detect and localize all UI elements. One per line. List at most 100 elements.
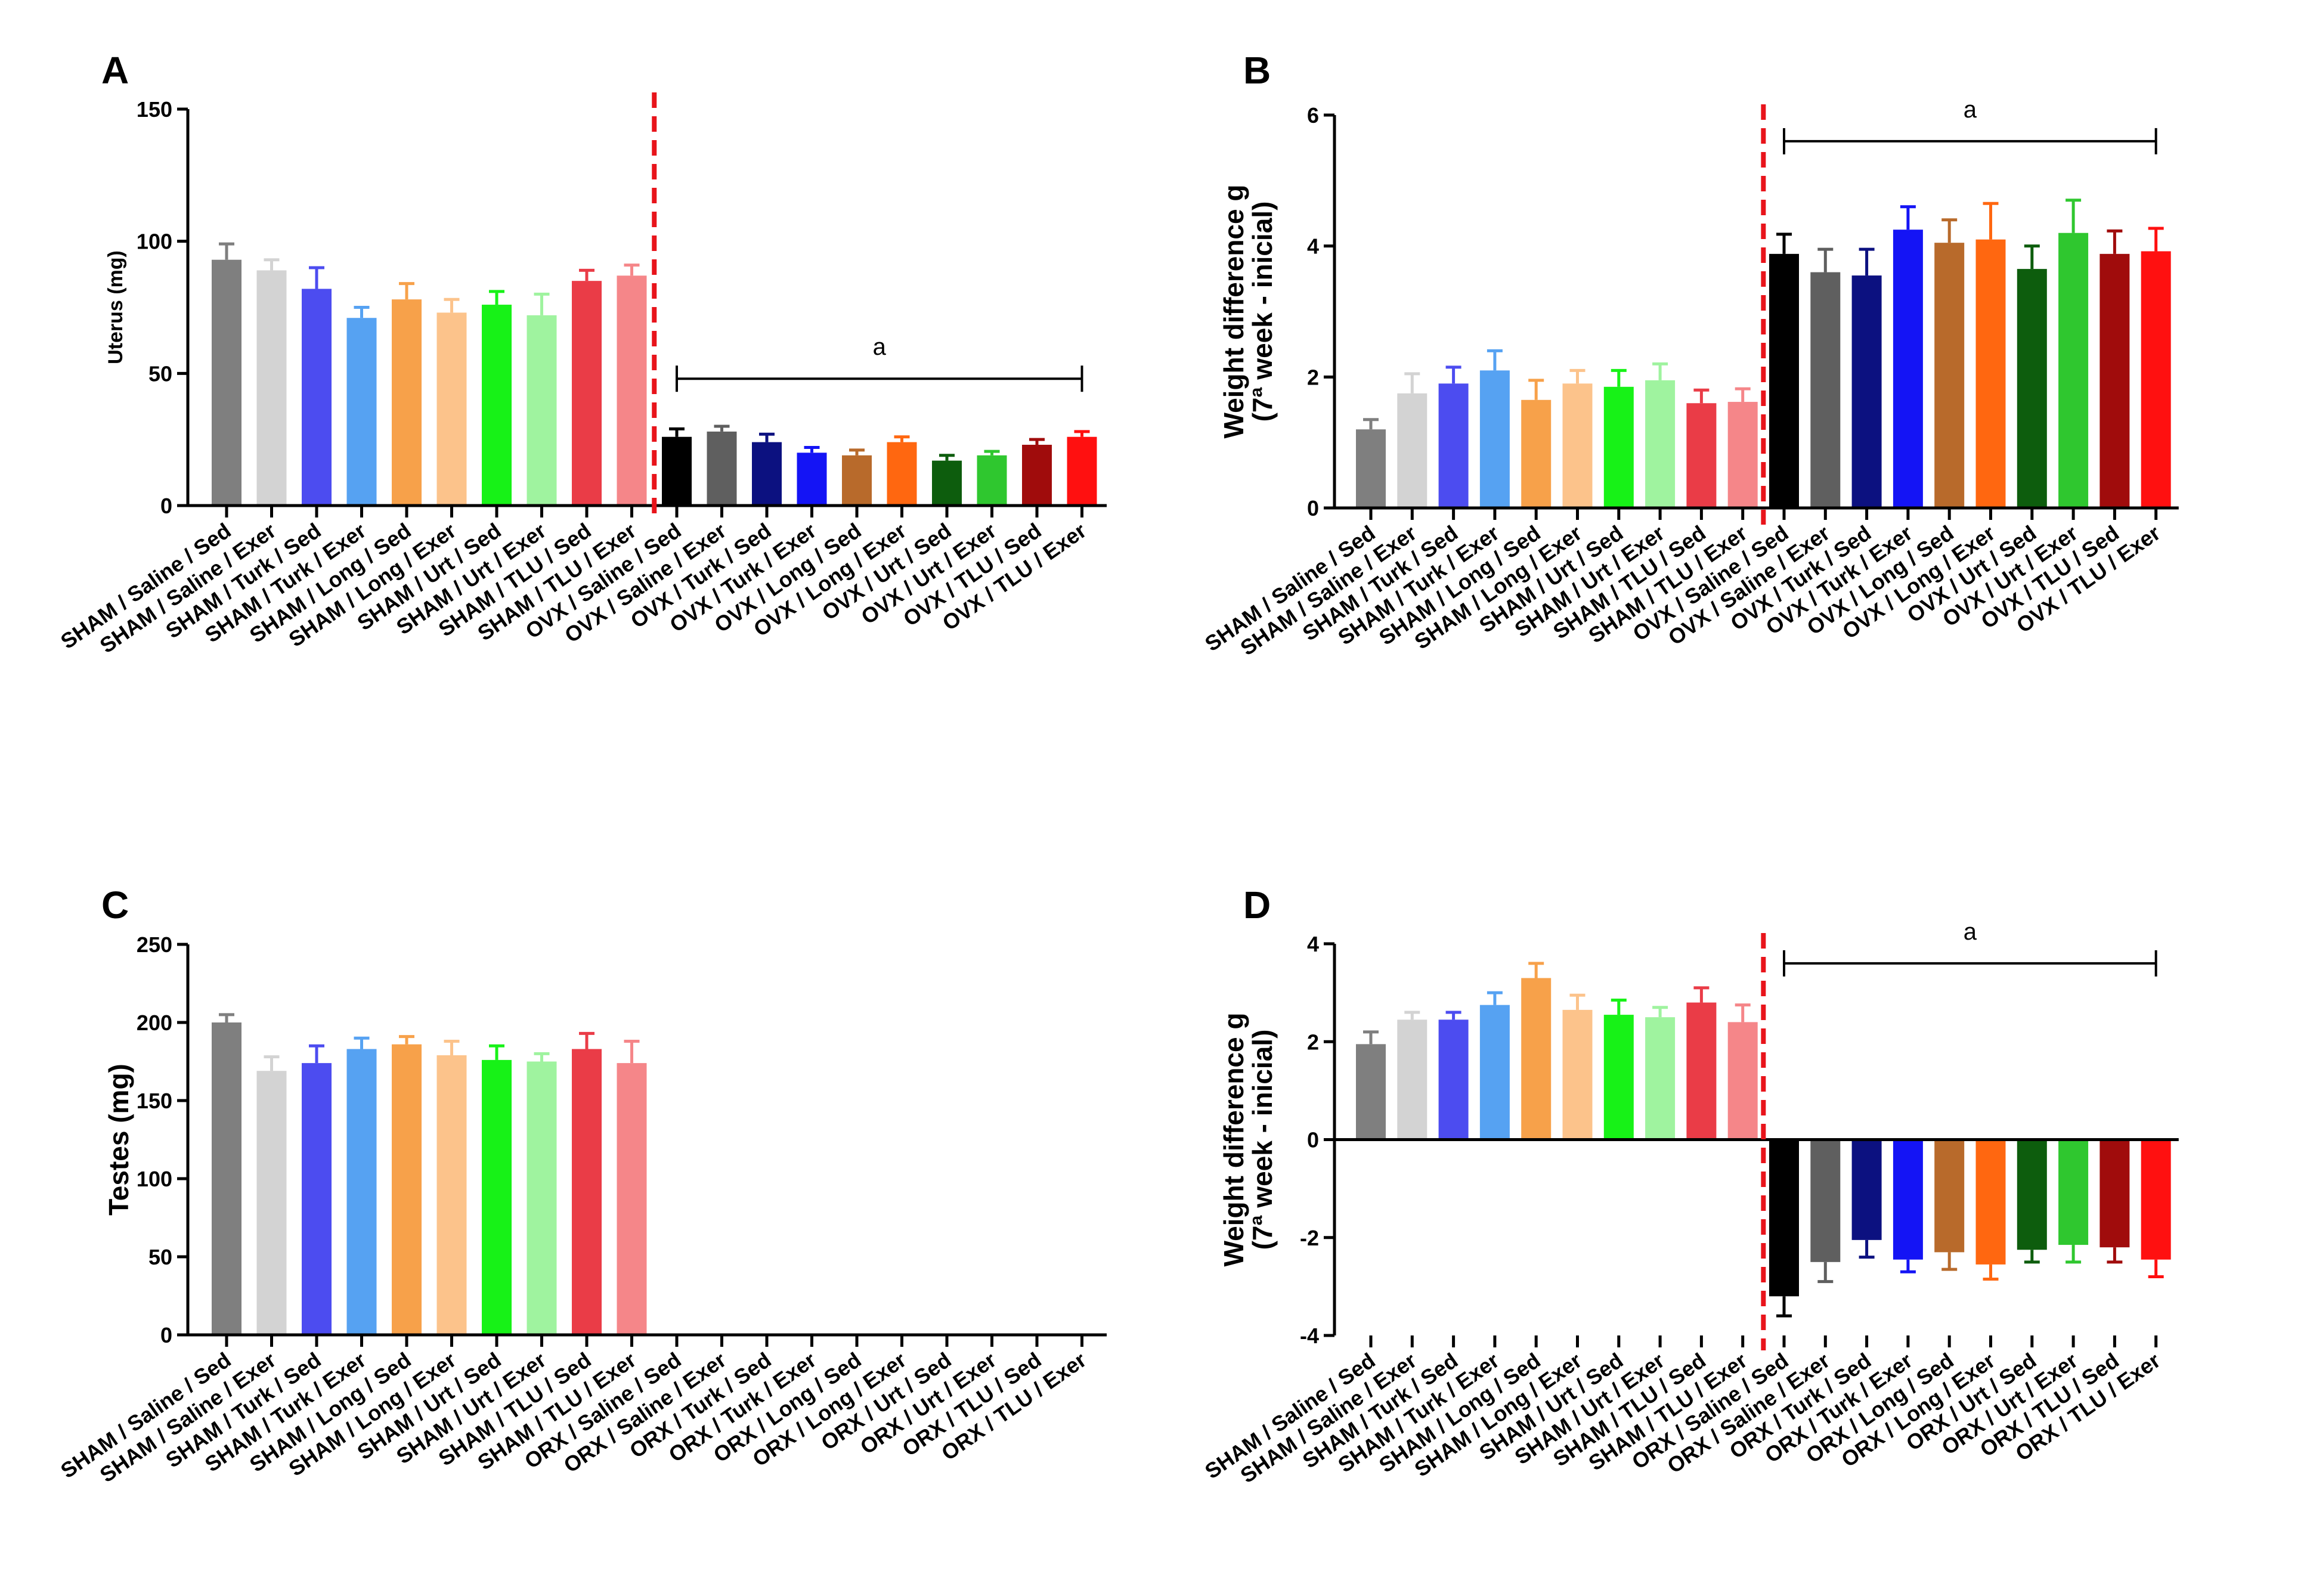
y-tick-label-B-2: 4 <box>1307 234 1319 259</box>
y-tick-label-B-3: 6 <box>1307 103 1319 128</box>
bar-A-18 <box>1022 445 1052 506</box>
bar-B-19 <box>2141 251 2171 508</box>
y-tick-label-D-3: 2 <box>1307 1030 1319 1054</box>
y-tick-label-C-2: 100 <box>137 1167 172 1191</box>
bar-A-9 <box>617 275 647 506</box>
bar-A-19 <box>1067 436 1097 506</box>
bar-C-9 <box>617 1063 647 1335</box>
bar-B-9 <box>1727 402 1758 508</box>
bar-B-10 <box>1769 253 1799 508</box>
bar-B-8 <box>1686 403 1717 508</box>
bar-B-1 <box>1397 393 1427 508</box>
bar-D-19 <box>2141 1139 2171 1260</box>
bar-A-15 <box>887 442 917 506</box>
bar-A-14 <box>842 455 872 506</box>
y-axis-subtitle-D: (7ª week - inicial) <box>1247 1030 1278 1250</box>
bar-C-2 <box>302 1063 332 1335</box>
bar-D-14 <box>1934 1139 1965 1253</box>
bar-C-4 <box>392 1044 422 1335</box>
bar-C-0 <box>212 1022 241 1335</box>
bar-D-4 <box>1521 978 1552 1140</box>
y-axis-title-B: Weight difference g <box>1218 185 1249 439</box>
y-tick-label-A-3: 150 <box>137 97 172 122</box>
y-axis-title-C: Testes (mg) <box>103 1064 134 1216</box>
bar-B-5 <box>1562 383 1593 508</box>
bar-B-2 <box>1438 383 1469 508</box>
bar-A-3 <box>346 318 377 506</box>
y-tick-label-B-0: 0 <box>1307 496 1319 520</box>
bar-D-0 <box>1356 1044 1386 1140</box>
bar-D-1 <box>1397 1019 1427 1140</box>
bar-B-7 <box>1645 380 1676 508</box>
y-tick-label-B-1: 2 <box>1307 365 1319 389</box>
bar-A-2 <box>302 289 332 506</box>
panel-letter-D: D <box>1243 884 1271 926</box>
y-tick-label-C-0: 0 <box>160 1323 172 1347</box>
y-tick-label-C-1: 50 <box>148 1245 172 1269</box>
bar-B-13 <box>1893 230 1923 508</box>
bar-A-1 <box>256 270 287 506</box>
significance-label-A: a <box>873 334 887 360</box>
y-tick-label-C-4: 200 <box>137 1011 172 1035</box>
bar-B-18 <box>2099 253 2130 508</box>
bar-A-17 <box>977 455 1007 506</box>
bar-D-15 <box>1975 1139 2006 1265</box>
bar-C-7 <box>527 1061 557 1335</box>
panel-letter-A: A <box>101 49 129 92</box>
bar-A-11 <box>707 431 737 506</box>
bar-C-1 <box>256 1071 287 1335</box>
bar-A-0 <box>212 259 241 506</box>
bar-B-12 <box>1851 275 1882 508</box>
y-tick-label-D-2: 0 <box>1307 1128 1319 1152</box>
bar-B-17 <box>2058 233 2089 508</box>
bar-C-5 <box>436 1055 467 1335</box>
y-tick-label-A-1: 50 <box>148 361 172 386</box>
bar-A-16 <box>932 460 962 506</box>
bar-B-11 <box>1810 272 1841 508</box>
bar-A-13 <box>797 453 827 506</box>
bar-D-16 <box>2017 1139 2047 1250</box>
bar-B-14 <box>1934 243 1965 508</box>
bar-D-9 <box>1727 1022 1758 1140</box>
bar-A-5 <box>436 312 467 506</box>
bar-D-12 <box>1851 1139 1882 1240</box>
bar-D-3 <box>1479 1005 1510 1140</box>
y-axis-subtitle-B: (7ª week - inicial) <box>1247 202 1278 422</box>
bar-D-5 <box>1562 1009 1593 1140</box>
bar-A-6 <box>482 305 512 506</box>
significance-label-B: a <box>1964 97 1977 123</box>
bar-A-12 <box>752 442 782 506</box>
panel-letter-B: B <box>1243 49 1271 92</box>
bar-D-7 <box>1645 1017 1676 1140</box>
bar-B-6 <box>1603 386 1634 508</box>
y-axis-title-D: Weight difference g <box>1218 1013 1249 1267</box>
bar-B-0 <box>1356 429 1386 508</box>
bar-A-7 <box>527 315 557 506</box>
y-tick-label-D-1: -2 <box>1300 1226 1319 1250</box>
panel-letter-C: C <box>101 884 129 926</box>
bar-A-10 <box>662 436 692 506</box>
y-tick-label-A-0: 0 <box>160 494 172 518</box>
bar-D-18 <box>2099 1139 2130 1248</box>
bar-A-8 <box>572 281 602 506</box>
significance-label-D: a <box>1964 919 1977 945</box>
bar-D-2 <box>1438 1019 1469 1140</box>
bar-D-11 <box>1810 1139 1841 1262</box>
bar-C-6 <box>482 1059 512 1335</box>
y-tick-label-C-3: 150 <box>137 1089 172 1113</box>
y-tick-label-A-2: 100 <box>137 230 172 254</box>
bar-B-15 <box>1975 239 2006 508</box>
bar-B-4 <box>1521 399 1552 508</box>
bar-C-8 <box>572 1049 602 1335</box>
bar-C-3 <box>346 1049 377 1335</box>
bar-A-4 <box>392 299 422 506</box>
